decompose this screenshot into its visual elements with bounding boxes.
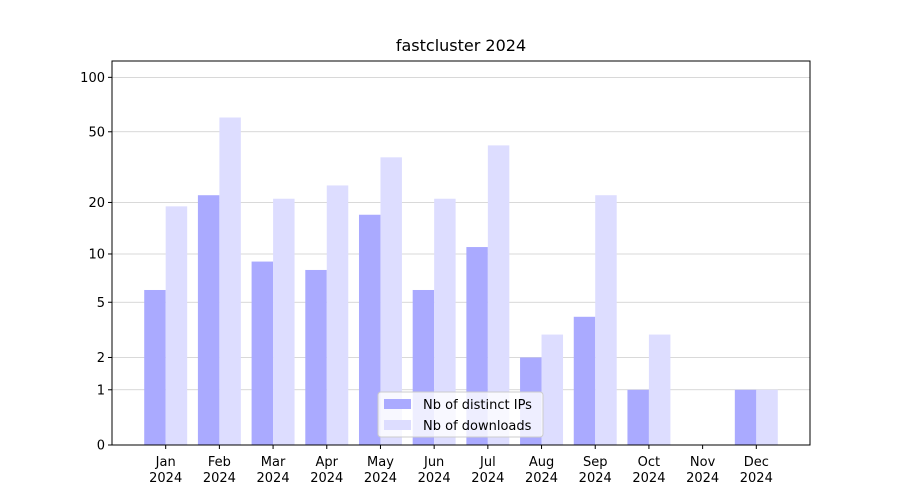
legend-label: Nb of downloads [423,419,532,434]
bar [573,316,596,445]
legend-label: Nb of distinct IPs [423,398,532,413]
x-tick-label: Oct 2024 [632,455,665,486]
bar [648,334,671,445]
y-tick-label: 1 [97,383,105,398]
x-tick-label: Apr 2024 [310,455,343,486]
x-tick-label: Jul 2024 [471,455,504,486]
y-tick-label: 5 [97,296,105,311]
x-tick-label: Feb 2024 [203,455,236,486]
x-tick-label: Jun 2024 [418,455,451,486]
bar [326,185,349,445]
bar [197,195,220,445]
chart-title: fastcluster 2024 [396,36,526,55]
y-tick-label: 100 [80,71,105,86]
bar [219,117,241,445]
bar [595,195,617,445]
legend-swatch [384,420,411,430]
legend-swatch [384,399,411,409]
y-tick-label: 50 [88,125,105,140]
legend-box [377,391,544,438]
bar [251,261,274,445]
bar [734,389,757,445]
x-tick-label: May 2024 [364,455,397,486]
y-tick-label: 20 [88,196,105,211]
bar [380,157,402,445]
plot-frame [111,60,811,446]
bar [487,145,510,445]
y-tick-label: 2 [97,351,105,366]
bar [434,198,456,445]
x-tick-label: Dec 2024 [740,455,773,486]
bar [358,214,381,445]
x-tick-label: Jan 2024 [149,455,182,486]
bar [756,389,778,445]
bar [273,198,295,445]
y-tick-label: 10 [88,247,105,262]
x-tick-label: Mar 2024 [257,455,290,486]
x-tick-label: Aug 2024 [525,455,558,486]
y-tick-label: 0 [97,439,105,454]
x-tick-label: Nov 2024 [686,455,719,486]
bar [165,206,188,445]
bar [144,289,166,445]
bar [541,334,564,445]
bar [305,269,327,445]
bar [627,389,649,445]
x-tick-label: Sep 2024 [579,455,612,486]
